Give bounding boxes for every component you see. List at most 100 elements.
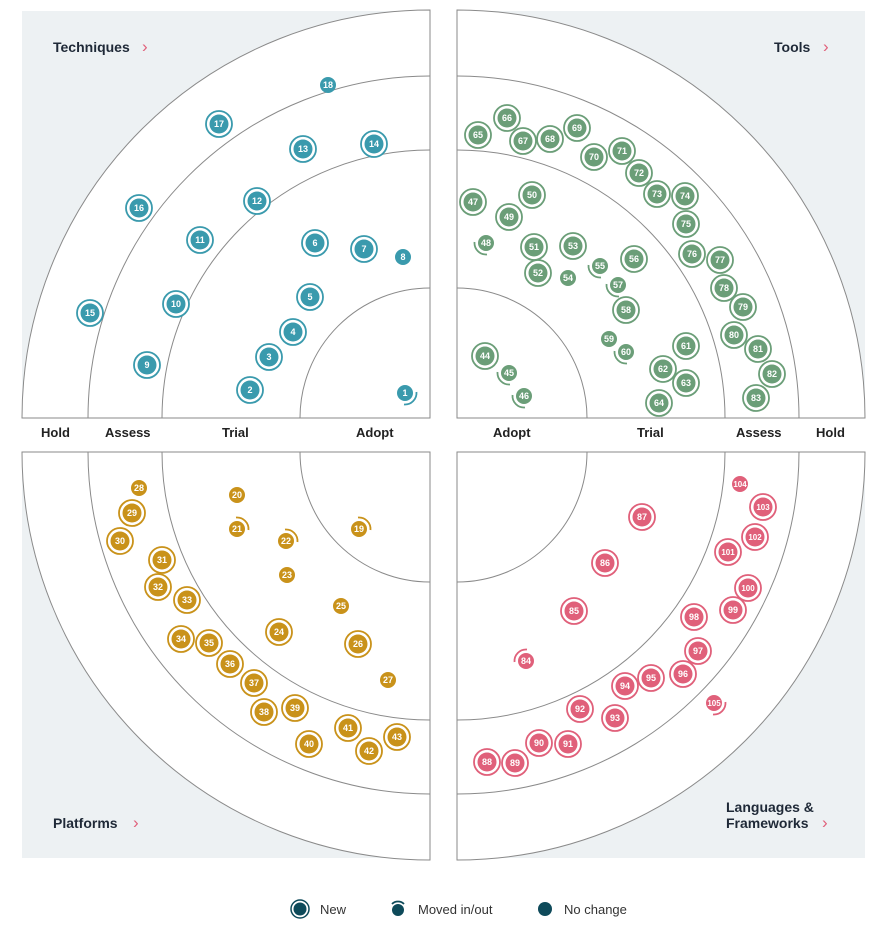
blip-89[interactable]: 89: [501, 749, 529, 777]
blip-100[interactable]: 100: [734, 574, 762, 602]
blip-10[interactable]: 10: [162, 290, 190, 318]
blip-13[interactable]: 13: [289, 135, 317, 163]
blip-92[interactable]: 92: [566, 695, 594, 723]
techniques-chevron-icon[interactable]: ›: [142, 37, 148, 56]
blip-50[interactable]: 50: [518, 181, 546, 209]
blip-52[interactable]: 52: [524, 259, 552, 287]
blip-93[interactable]: 93: [601, 704, 629, 732]
blip-96[interactable]: 96: [669, 660, 697, 688]
blip-29[interactable]: 29: [118, 499, 146, 527]
blip-103[interactable]: 103: [749, 493, 777, 521]
blip-105[interactable]: 105: [706, 695, 727, 716]
blip-75[interactable]: 75: [672, 210, 700, 238]
blip-44[interactable]: 44: [471, 342, 499, 370]
blip-57[interactable]: 57: [605, 277, 626, 298]
blip-71[interactable]: 71: [608, 137, 636, 165]
blip-30[interactable]: 30: [106, 527, 134, 555]
blip-28[interactable]: 28: [131, 480, 147, 496]
blip-65[interactable]: 65: [464, 121, 492, 149]
blip-82[interactable]: 82: [758, 360, 786, 388]
blip-54[interactable]: 54: [560, 270, 576, 286]
blip-46[interactable]: 46: [511, 388, 532, 409]
blip-35[interactable]: 35: [195, 629, 223, 657]
blip-73[interactable]: 73: [643, 180, 671, 208]
blip-19[interactable]: 19: [351, 516, 372, 537]
blip-7[interactable]: 7: [350, 235, 378, 263]
blip-63[interactable]: 63: [672, 369, 700, 397]
blip-51[interactable]: 51: [520, 233, 548, 261]
languages-title-line2[interactable]: Frameworks: [726, 815, 809, 831]
blip-14[interactable]: 14: [360, 130, 388, 158]
techniques-title-link[interactable]: Techniques ›: [53, 37, 148, 56]
blip-39[interactable]: 39: [281, 694, 309, 722]
blip-59[interactable]: 59: [601, 331, 617, 347]
blip-97[interactable]: 97: [684, 637, 712, 665]
blip-80[interactable]: 80: [720, 321, 748, 349]
blip-6[interactable]: 6: [301, 229, 329, 257]
blip-72[interactable]: 72: [625, 159, 653, 187]
blip-38[interactable]: 38: [250, 698, 278, 726]
blip-102[interactable]: 102: [741, 523, 769, 551]
languages-title-link[interactable]: Languages & Frameworks ›: [726, 799, 828, 832]
blip-11[interactable]: 11: [186, 226, 214, 254]
blip-70[interactable]: 70: [580, 143, 608, 171]
blip-87[interactable]: 87: [628, 503, 656, 531]
blip-81[interactable]: 81: [744, 335, 772, 363]
blip-74[interactable]: 74: [671, 182, 699, 210]
blip-91[interactable]: 91: [554, 730, 582, 758]
blip-47[interactable]: 47: [459, 188, 487, 216]
blip-67[interactable]: 67: [509, 127, 537, 155]
blip-12[interactable]: 12: [243, 187, 271, 215]
blip-78[interactable]: 78: [710, 274, 738, 302]
blip-16[interactable]: 16: [125, 194, 153, 222]
blip-45[interactable]: 45: [496, 365, 517, 386]
blip-2[interactable]: 2: [236, 376, 264, 404]
blip-17[interactable]: 17: [205, 110, 233, 138]
blip-25[interactable]: 25: [333, 598, 349, 614]
platforms-title[interactable]: Platforms: [53, 815, 118, 831]
blip-56[interactable]: 56: [620, 245, 648, 273]
blip-55[interactable]: 55: [587, 258, 608, 279]
blip-34[interactable]: 34: [167, 625, 195, 653]
blip-31[interactable]: 31: [148, 546, 176, 574]
blip-4[interactable]: 4: [279, 318, 307, 346]
blip-84[interactable]: 84: [513, 648, 534, 669]
blip-61[interactable]: 61: [672, 332, 700, 360]
blip-20[interactable]: 20: [229, 487, 245, 503]
tools-title-link[interactable]: Tools ›: [774, 37, 829, 56]
blip-33[interactable]: 33: [173, 586, 201, 614]
blip-64[interactable]: 64: [645, 389, 673, 417]
blip-85[interactable]: 85: [560, 597, 588, 625]
blip-18[interactable]: 18: [320, 77, 336, 93]
blip-23[interactable]: 23: [279, 567, 295, 583]
blip-1[interactable]: 1: [397, 385, 418, 406]
blip-58[interactable]: 58: [612, 296, 640, 324]
blip-32[interactable]: 32: [144, 573, 172, 601]
blip-68[interactable]: 68: [536, 125, 564, 153]
blip-37[interactable]: 37: [240, 669, 268, 697]
blip-83[interactable]: 83: [742, 384, 770, 412]
blip-79[interactable]: 79: [729, 293, 757, 321]
blip-77[interactable]: 77: [706, 246, 734, 274]
blip-95[interactable]: 95: [637, 664, 665, 692]
blip-90[interactable]: 90: [525, 729, 553, 757]
blip-5[interactable]: 5: [296, 283, 324, 311]
blip-86[interactable]: 86: [591, 549, 619, 577]
blip-66[interactable]: 66: [493, 104, 521, 132]
languages-title-line1[interactable]: Languages &: [726, 799, 814, 815]
blip-98[interactable]: 98: [680, 603, 708, 631]
blip-62[interactable]: 62: [649, 355, 677, 383]
blip-40[interactable]: 40: [295, 730, 323, 758]
platforms-title-link[interactable]: Platforms ›: [53, 813, 139, 832]
platforms-chevron-icon[interactable]: ›: [133, 813, 139, 832]
blip-94[interactable]: 94: [611, 672, 639, 700]
blip-22[interactable]: 22: [278, 528, 299, 549]
blip-9[interactable]: 9: [133, 351, 161, 379]
tools-title[interactable]: Tools: [774, 39, 811, 55]
blip-26[interactable]: 26: [344, 630, 372, 658]
blip-76[interactable]: 76: [678, 240, 706, 268]
blip-21[interactable]: 21: [229, 516, 250, 537]
tools-chevron-icon[interactable]: ›: [823, 37, 829, 56]
blip-3[interactable]: 3: [255, 343, 283, 371]
blip-48[interactable]: 48: [473, 235, 494, 256]
